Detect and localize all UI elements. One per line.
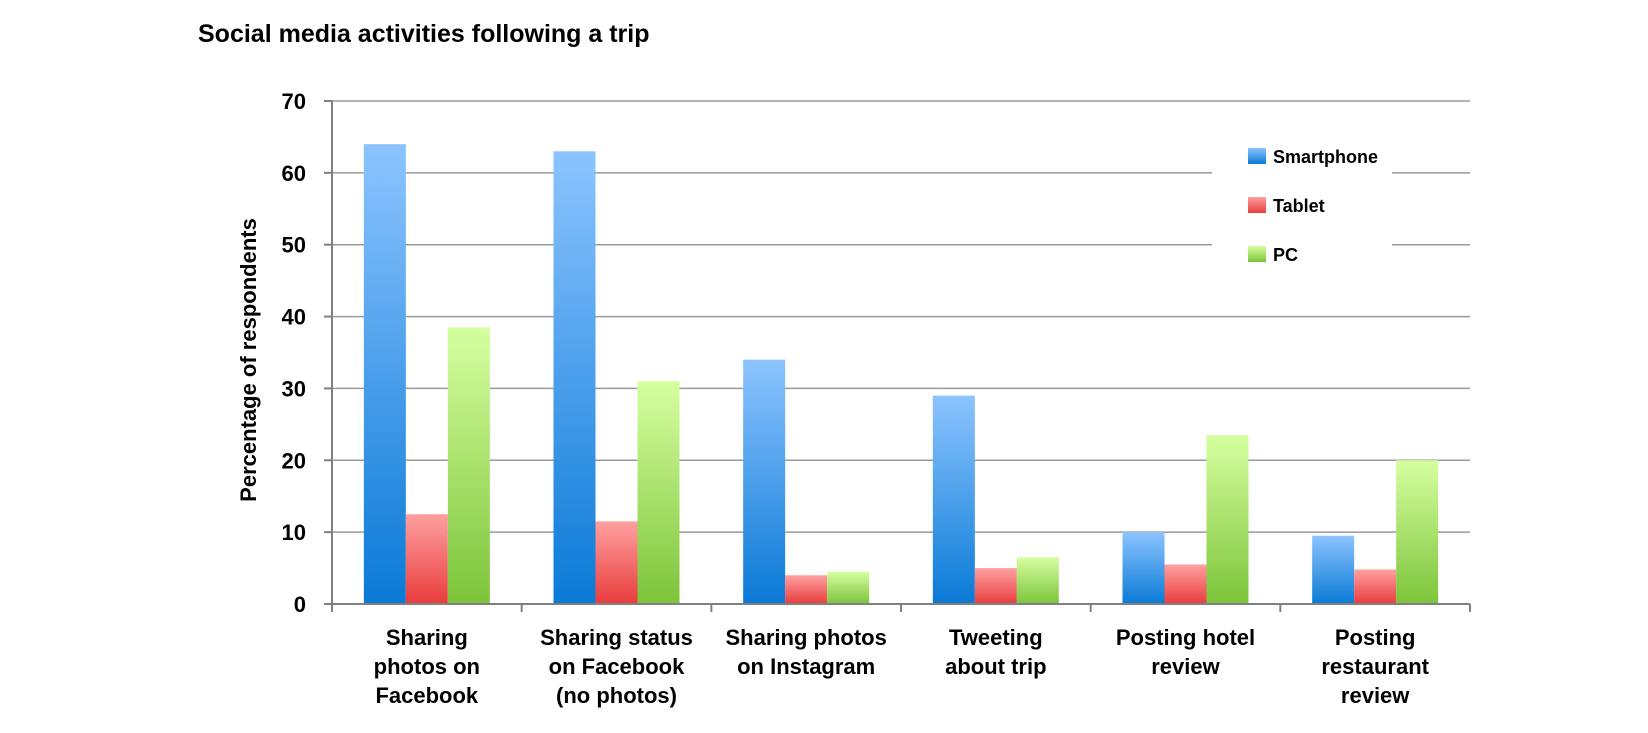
y-tick-label: 10 [282,520,306,545]
bar-smartphone [1312,535,1355,604]
bar-tablet [405,514,448,604]
y-tick-label: 60 [282,161,306,186]
y-tick-label: 0 [294,592,306,617]
bar-pc [827,571,870,604]
gridlines [332,100,1470,533]
bar-tablet [1164,564,1207,604]
bar-pc [1396,460,1439,604]
bar-tablet [1354,569,1397,604]
x-tick-label: Tweeting about trip [945,625,1046,679]
bar-tablet [974,568,1017,604]
bar-pc [1206,435,1249,604]
bar-smartphone [743,359,786,604]
bar-tablet [785,575,828,604]
y-tick-label: 50 [282,233,306,258]
y-tick-label: 70 [282,89,306,114]
legend: Smartphone Tablet PC [1212,130,1392,280]
bar-pc [637,381,680,604]
x-tick-label: Sharing photos on Facebook [374,625,480,708]
bar-smartphone [932,395,975,604]
x-tick-label: Sharing photos on Instagram [726,625,887,679]
legend-background [1212,130,1392,280]
legend-swatch-pc [1248,246,1266,262]
bar-tablet [595,521,638,604]
legend-label-smartphone: Smartphone [1273,147,1378,167]
legend-label-pc: PC [1273,245,1298,265]
legend-label-tablet: Tablet [1273,196,1325,216]
bar-pc [1016,557,1059,604]
x-tick-label: Posting hotel review [1116,625,1255,679]
y-tick-label: 30 [282,376,306,401]
x-tick-label: Sharing status on Facebook (no photos) [540,625,693,708]
bar-smartphone [363,144,406,604]
y-tick-label: 40 [282,305,306,330]
axes: 0 10 20 30 40 50 60 70 Sharing photos on Facebook S… [282,89,1471,708]
y-axis-label: Percentage of respondents [236,218,261,502]
bar-pc [447,327,490,604]
bars [363,144,1439,605]
x-tick-label: Posting restaurant review [1321,625,1429,708]
legend-swatch-smartphone [1248,148,1266,164]
bar-smartphone [553,151,596,605]
y-tick-label: 20 [282,448,306,473]
bar-smartphone [1122,532,1165,604]
legend-swatch-tablet [1248,197,1266,213]
chart-title: Social media activities following a trip [198,20,650,48]
